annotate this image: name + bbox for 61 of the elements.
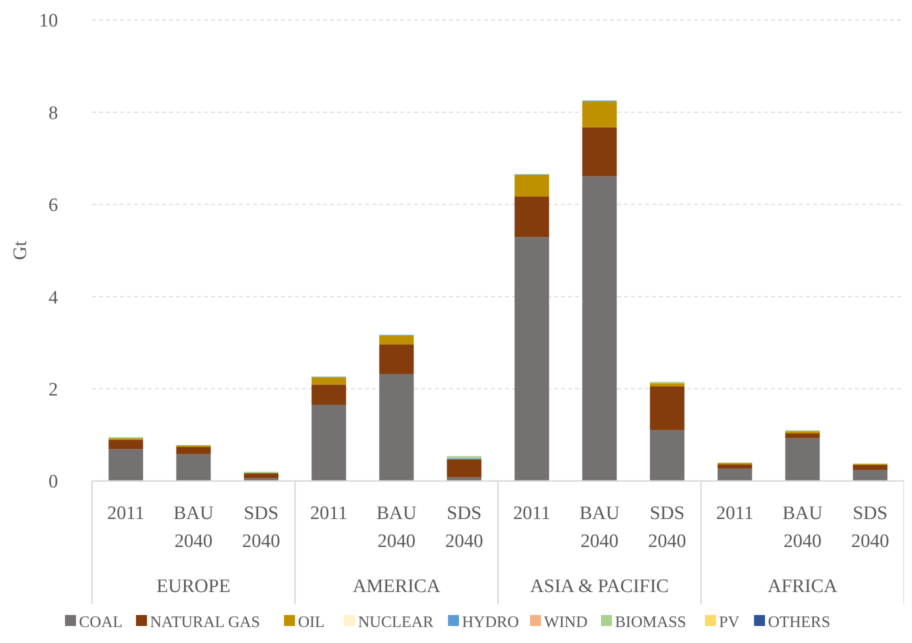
- bar: [312, 404, 346, 481]
- x-tick-label: SDS 2040: [648, 503, 686, 552]
- legend-label: OIL: [298, 614, 325, 631]
- legend-label: WIND: [544, 614, 588, 631]
- bar: [446, 459, 482, 478]
- bar: [244, 473, 278, 478]
- bar: [650, 383, 684, 386]
- bar: [108, 449, 144, 481]
- bar: [718, 468, 752, 481]
- bar: [312, 377, 346, 385]
- bar: [852, 470, 888, 481]
- y-tick-label: 4: [48, 287, 58, 308]
- bar: [379, 374, 414, 481]
- legend-label: NATURAL GAS: [150, 614, 260, 631]
- x-tick-label: BAU 2040: [173, 503, 214, 552]
- x-tick-label: 2011: [716, 503, 754, 524]
- bar: [718, 464, 752, 469]
- bar: [650, 430, 684, 481]
- legend-label: BIOMASS: [615, 614, 686, 631]
- bar: [785, 438, 820, 481]
- bar: [176, 446, 211, 454]
- x-tick-label: SDS 2040: [445, 503, 484, 552]
- bar: [244, 478, 278, 481]
- y-axis-title: Gt: [10, 240, 31, 260]
- bar: [514, 196, 550, 238]
- bar: [785, 434, 820, 438]
- legend-label: PV: [719, 614, 740, 631]
- x-tick-label: SDS 2040: [851, 503, 890, 552]
- x-tick-label: 2011: [310, 503, 348, 524]
- text: ASIA & PACIFIC: [530, 576, 669, 597]
- bar: [379, 344, 414, 374]
- bar: [852, 464, 888, 470]
- bar: [582, 127, 617, 176]
- legend-label: COAL: [79, 614, 123, 631]
- x-tick-label: 2011: [513, 503, 550, 524]
- bar: [514, 174, 550, 197]
- text: EUROPE: [156, 576, 230, 597]
- bar: [582, 176, 617, 481]
- y-tick-label: 0: [48, 472, 58, 493]
- x-tick-label: BAU 2040: [579, 503, 620, 552]
- legend-label: NUCLEAR: [358, 614, 434, 631]
- bar: [379, 336, 414, 345]
- bar: [108, 440, 144, 450]
- x-tick-label: BAU 2040: [782, 503, 823, 552]
- y-tick-label: 6: [48, 195, 58, 216]
- y-tick-label: 2: [48, 379, 58, 400]
- bar: [785, 431, 820, 434]
- legend-label: OTHERS: [768, 614, 830, 631]
- y-tick-label: 10: [39, 10, 58, 32]
- bar: [312, 384, 346, 405]
- bar: [582, 102, 617, 128]
- x-tick-label: BAU 2040: [376, 503, 417, 552]
- x-tick-label: SDS 2040: [242, 503, 280, 552]
- bar: [514, 237, 550, 481]
- text: AFRICA: [768, 576, 838, 597]
- x-tick-label: 2011: [107, 503, 144, 524]
- legend-label: HYDRO: [462, 614, 519, 631]
- bar: [176, 454, 211, 481]
- y-tick-label: 8: [48, 102, 58, 124]
- text: AMERICA: [352, 576, 441, 597]
- bar: [650, 386, 684, 430]
